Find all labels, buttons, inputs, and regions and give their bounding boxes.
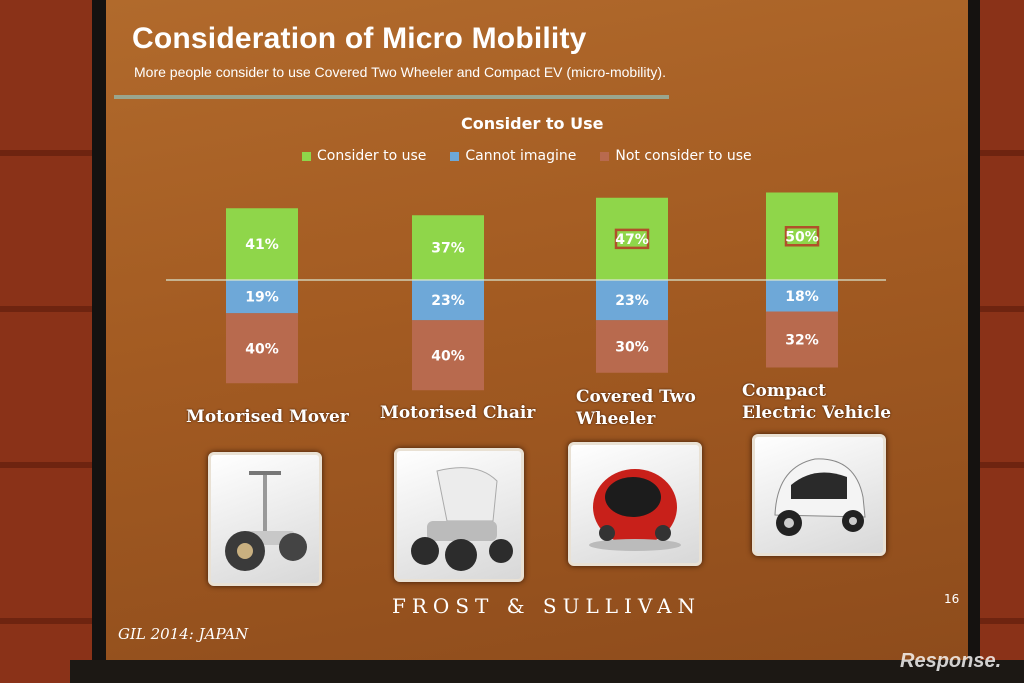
- bar-segment-cannot-2: [412, 280, 484, 321]
- legend-swatch-cannot: [450, 151, 460, 161]
- frost-sullivan-logo: FROST & SULLIVAN: [392, 594, 701, 618]
- legend-label-cannot: Cannot imagine: [465, 148, 577, 164]
- projector-screen: Consideration of Micro Mobility More peo…: [106, 0, 968, 660]
- data-label-consider-4: 50%: [785, 229, 819, 245]
- footer-text: GIL 2014: JAPAN: [118, 625, 249, 643]
- legend-cannot: Cannot imagine: [450, 148, 576, 164]
- data-label-consider-2: 37%: [431, 241, 465, 257]
- bar-segment-consider-4: [766, 192, 838, 280]
- legend-consider: Consider to use: [302, 148, 426, 164]
- screen-bottom-bar: [70, 660, 1024, 683]
- slide-subtitle: More people consider to use Covered Two …: [134, 64, 666, 80]
- data-label-consider-1: 41%: [245, 237, 279, 253]
- category-label-motorised-mover: Motorised Mover: [186, 407, 349, 427]
- category-label-compact-ev: Compact Electric Vehicle: [742, 381, 892, 423]
- motorised-chair-illustration: [411, 467, 513, 571]
- chart-legend: Consider to use Cannot imagine Not consi…: [302, 148, 752, 164]
- legend-swatch-not-consider: [600, 151, 610, 161]
- bar-segment-cannot-3: [596, 280, 668, 321]
- bar-segment-consider-3: [596, 197, 668, 280]
- compact-ev-illustration: [774, 458, 866, 536]
- covered-two-wheeler-illustration: [589, 469, 681, 551]
- bar-segment-not-consider-1: [226, 313, 298, 384]
- stacked-bar-chart: 41% 19% 40% 37% 23% 40% 47% 23% 30% 50% 18% 32%: [166, 192, 886, 391]
- data-label-not-consider-3: 30%: [615, 340, 649, 356]
- slide-title: Consideration of Micro Mobility: [132, 22, 587, 55]
- data-label-cannot-3: 23%: [615, 293, 649, 309]
- bar-segment-cannot-1: [226, 280, 298, 314]
- data-label-consider-3: 47%: [615, 232, 649, 248]
- title-divider: [114, 95, 669, 99]
- bar-segment-not-consider-2: [412, 320, 484, 391]
- compact-ev-icon: [752, 434, 886, 556]
- data-label-cannot-1: 19%: [245, 290, 279, 306]
- bar-segment-consider-2: [412, 215, 484, 280]
- page-number: 16: [944, 592, 960, 606]
- bar-segment-cannot-4: [766, 280, 838, 312]
- covered-two-wheeler-icon: [568, 442, 702, 566]
- highlight-box-4: [784, 226, 820, 247]
- legend-label-not-consider: Not consider to use: [615, 148, 752, 164]
- highlight-box-3: [614, 228, 650, 250]
- chart-title: Consider to Use: [461, 114, 604, 133]
- segway-illustration: [225, 471, 307, 571]
- data-label-not-consider-2: 40%: [431, 348, 465, 364]
- motorised-chair-icon: [394, 448, 524, 582]
- legend-swatch-consider: [302, 151, 311, 161]
- segway-icon: [208, 452, 322, 586]
- data-label-cannot-2: 23%: [431, 293, 465, 309]
- legend-not-consider: Not consider to use: [600, 148, 752, 164]
- legend-label-consider: Consider to use: [317, 148, 427, 164]
- response-watermark: Response.: [900, 650, 1002, 672]
- category-label-motorised-chair: Motorised Chair: [380, 403, 536, 423]
- data-label-not-consider-4: 32%: [785, 333, 819, 349]
- category-label-covered-two-wheeler: Covered Two Wheeler: [576, 387, 696, 429]
- bar-segment-not-consider-4: [766, 311, 838, 368]
- bar-segment-not-consider-3: [596, 320, 668, 373]
- bar-segment-consider-1: [226, 208, 298, 280]
- data-label-cannot-4: 18%: [785, 289, 819, 305]
- data-label-not-consider-1: 40%: [245, 341, 279, 357]
